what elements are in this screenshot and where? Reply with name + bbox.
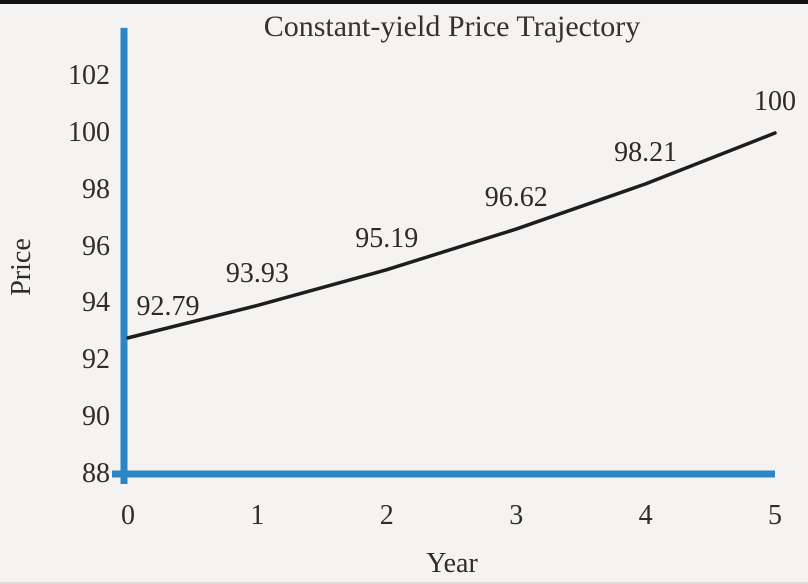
y-tick-label: 88	[82, 458, 110, 489]
y-tick-label: 90	[82, 401, 110, 433]
y-tick-label: 98	[82, 173, 110, 205]
bottom-border	[0, 582, 808, 584]
x-tick-label: 1	[250, 500, 265, 531]
x-tick-label: 5	[768, 500, 782, 531]
y-tick-label: 94	[82, 287, 110, 319]
x-tick-label: 4	[638, 500, 653, 531]
x-tick-label: 3	[509, 500, 524, 531]
x-tick-label: 0	[121, 500, 135, 531]
point-label: 100	[754, 85, 796, 117]
top-border	[0, 0, 808, 4]
point-label: 96.62	[484, 182, 548, 214]
price-trajectory-line	[126, 131, 777, 340]
x-tick-label: 2	[379, 500, 394, 531]
y-tick-label: 92	[82, 344, 110, 376]
x-axis-title: Year	[426, 548, 478, 579]
chart-title: Constant-yield Price Trajectory	[263, 10, 641, 43]
y-tick-label: 100	[68, 116, 110, 148]
point-label: 98.21	[614, 136, 678, 168]
y-tick-label: 96	[82, 230, 110, 262]
point-label: 93.93	[225, 258, 289, 290]
point-label: 95.19	[355, 222, 419, 254]
point-label: 92.79	[136, 290, 200, 322]
y-tick-label: 102	[68, 60, 110, 92]
